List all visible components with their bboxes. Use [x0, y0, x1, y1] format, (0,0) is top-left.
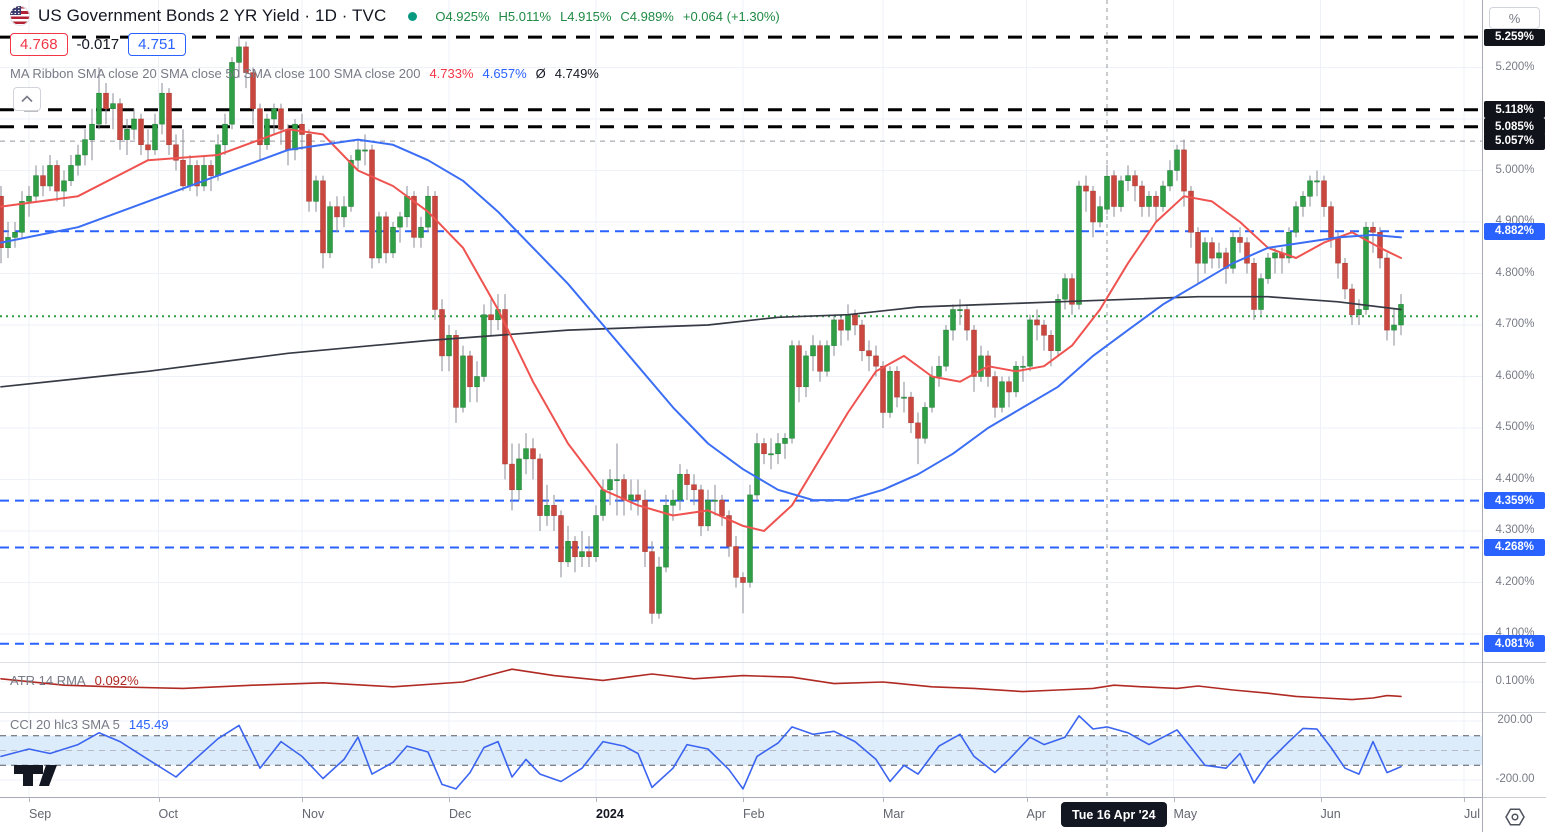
bid-ask-row: 4.768 -0.017 4.751	[10, 33, 186, 56]
buy-price-button[interactable]: 4.751	[128, 33, 186, 56]
us-flag-icon	[10, 6, 30, 26]
time-tick-mark	[302, 798, 303, 802]
level-price-badge: 5.118%	[1484, 101, 1545, 119]
high-value: H5.011%	[498, 8, 552, 24]
time-tick-mark	[883, 798, 884, 802]
settings-icon[interactable]	[1503, 806, 1527, 832]
level-price-badge: 4.268%	[1484, 538, 1545, 556]
time-tick-mark	[743, 798, 744, 802]
time-tick-apr: Apr	[1026, 807, 1046, 821]
time-tick-mark	[596, 798, 597, 802]
axis-separator	[1483, 662, 1546, 663]
pane-separator-main-atr[interactable]	[0, 662, 1546, 663]
level-price-badge: 4.081%	[1484, 635, 1545, 653]
close-value: C4.989%	[620, 8, 674, 24]
low-value: L4.915%	[560, 8, 612, 24]
time-tick-sep: Sep	[29, 807, 52, 821]
ohlc-values: O4.925% H5.011% L4.915% C4.989% +0.064 (…	[435, 9, 779, 24]
time-tick-jul: Jul	[1464, 807, 1480, 821]
price-tick: 4.700%	[1495, 318, 1535, 330]
level-price-badge: 4.882%	[1484, 222, 1545, 240]
price-tick: 4.600%	[1495, 369, 1535, 382]
time-tick-dec: Dec	[449, 807, 472, 821]
time-tick-may: May	[1173, 807, 1198, 821]
cci-tick: 200.00	[1497, 714, 1533, 726]
level-price-badge: 5.085%	[1484, 118, 1545, 136]
level-price-badge: 4.359%	[1484, 492, 1545, 510]
atr-indicator-legend[interactable]: ATR 14 RMA 0.092%	[10, 673, 139, 688]
price-tick: 4.500%	[1495, 421, 1535, 433]
time-tick-oct: Oct	[158, 807, 178, 821]
time-tick-jun: Jun	[1320, 807, 1341, 821]
atr-label[interactable]: ATR 14 RMA	[10, 673, 86, 688]
chevron-up-icon	[21, 95, 33, 103]
crosshair-date-badge: Tue 16 Apr '24	[1061, 802, 1167, 827]
spread-change: -0.017	[76, 36, 120, 53]
market-status-icon[interactable]	[408, 11, 418, 21]
percent-scale-button[interactable]: %	[1489, 7, 1540, 29]
price-tick: 4.300%	[1495, 524, 1535, 536]
ma-ribbon-legend[interactable]: MA Ribbon SMA close 20 SMA close 50 SMA …	[10, 66, 599, 81]
cci-value: 145.49	[128, 717, 169, 732]
time-tick-mark	[29, 798, 30, 802]
cci-tick: -200.00	[1495, 773, 1535, 785]
time-tick-mark	[1026, 798, 1028, 802]
pane-separator-atr-cci[interactable]	[0, 712, 1546, 713]
ma-average-prefix: Ø	[535, 66, 546, 81]
time-tick-feb: Feb	[743, 807, 765, 821]
atr-value: 0.092%	[94, 673, 139, 688]
price-tick: 5.000%	[1495, 163, 1535, 176]
ma-ribbon-label[interactable]: MA Ribbon SMA close 20 SMA close 50 SMA …	[10, 66, 421, 81]
time-tick-mark	[1464, 798, 1465, 802]
cci-indicator-legend[interactable]: CCI 20 hlc3 SMA 5 145.49	[10, 717, 169, 732]
axis-separator	[1483, 797, 1546, 798]
price-tick: 4.200%	[1495, 575, 1535, 588]
symbol-legend: US Government Bonds 2 YR Yield · 1D · TV…	[10, 6, 780, 26]
ma50-value: 4.657%	[482, 66, 527, 81]
tradingview-logo[interactable]	[12, 760, 58, 793]
time-tick-mar: Mar	[883, 807, 905, 821]
open-value: O4.925%	[435, 8, 490, 24]
sell-price-button[interactable]: 4.768	[10, 33, 68, 56]
atr-tick: 0.100%	[1495, 675, 1535, 687]
price-tick: 4.800%	[1495, 266, 1535, 279]
time-tick-mark	[449, 798, 450, 802]
time-tick-2024: 2024	[596, 807, 624, 821]
price-axis[interactable]: % 5.200% 5.000% 4.900% 4.800% 4.700% 4.600% 4.…	[1482, 0, 1546, 832]
symbol-title[interactable]: US Government Bonds 2 YR Yield · 1D · TV…	[38, 6, 387, 25]
change-value: +0.064 (+1.30%)	[682, 8, 780, 24]
ma-average-value: 4.749%	[554, 66, 599, 81]
time-tick-nov: Nov	[302, 807, 325, 821]
price-tick: 5.200%	[1495, 60, 1535, 73]
axis-separator	[1483, 712, 1546, 713]
cci-label[interactable]: CCI 20 hlc3 SMA 5	[10, 717, 120, 732]
ma20-value: 4.733%	[429, 66, 474, 81]
time-tick-mark	[158, 798, 160, 802]
level-price-badge: 5.259%	[1484, 28, 1545, 46]
time-axis[interactable]: Tue 16 Apr '24 Sep Oct Nov Dec 2024 Feb Mar Apr…	[0, 797, 1482, 832]
time-tick-mark	[1320, 798, 1322, 802]
level-price-badge: 5.057%	[1484, 132, 1545, 150]
time-tick-mark	[1173, 798, 1175, 802]
price-tick: 4.400%	[1495, 472, 1535, 485]
collapse-pane-button[interactable]	[13, 87, 41, 111]
